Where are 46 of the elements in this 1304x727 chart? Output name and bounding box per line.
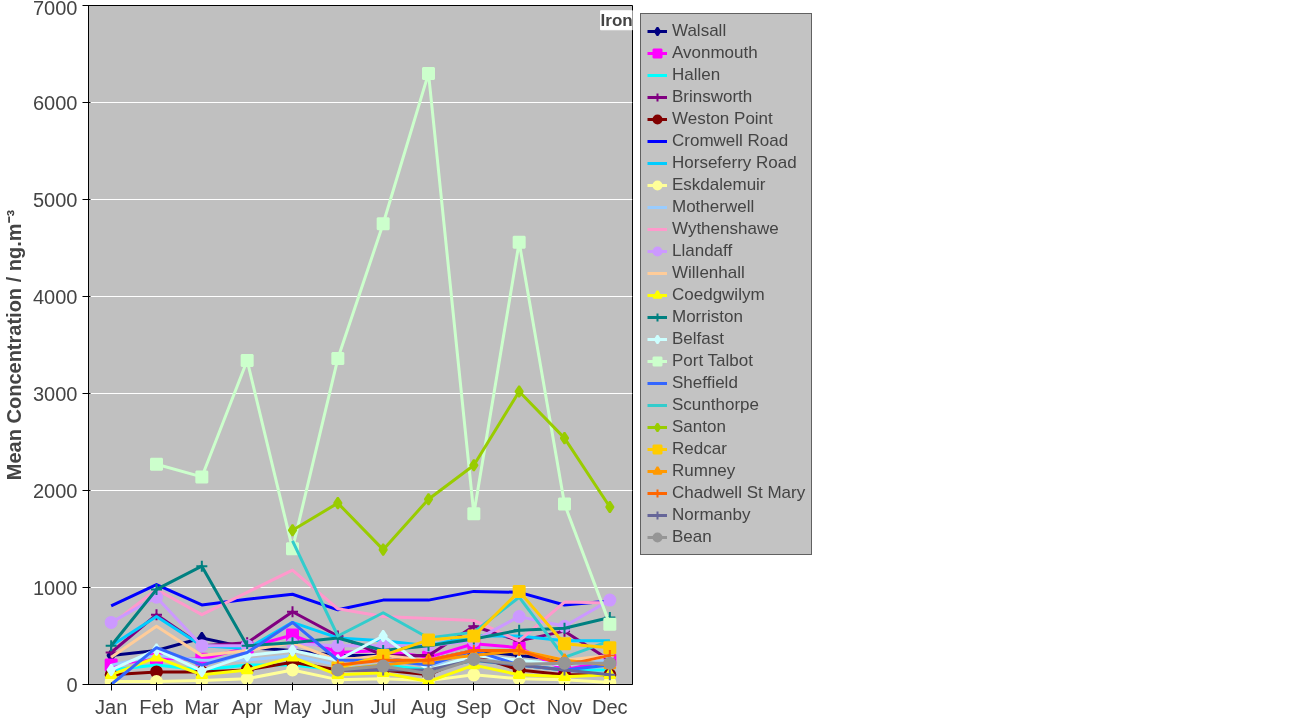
legend-label: Sheffield — [672, 372, 738, 394]
y-tick-label: 3000 — [33, 382, 78, 405]
legend-label: Willenhall — [672, 262, 745, 284]
x-tick-label: Feb — [139, 695, 174, 718]
y-axis-title: Mean Concentration / ng.m⁻³ — [3, 209, 26, 481]
y-tick-label: 6000 — [33, 91, 78, 114]
legend-label: Port Talbot — [672, 350, 753, 372]
legend-label: Bean — [672, 526, 712, 548]
x-tick-label: Apr — [231, 695, 264, 718]
y-tick-label: 0 — [66, 673, 78, 696]
legend-label: Belfast — [672, 328, 724, 350]
legend-label: Cromwell Road — [672, 130, 789, 152]
legend-label: Avonmouth — [672, 42, 758, 64]
legend-label: Walsall — [672, 20, 727, 42]
legend-label: Brinsworth — [672, 86, 753, 108]
legend-label: Rumney — [672, 460, 736, 482]
legend-label: Coedgwilym — [672, 284, 765, 306]
legend-label: Motherwell — [672, 196, 755, 218]
legend-label: Chadwell St Mary — [672, 482, 806, 504]
legend-label: Llandaff — [672, 240, 733, 262]
legend-label: Redcar — [672, 438, 727, 460]
x-tick-label: May — [273, 695, 312, 718]
legend-label: Eskdalemuir — [672, 174, 766, 196]
legend-label: Hallen — [672, 64, 721, 86]
x-tick-label: Aug — [410, 695, 447, 718]
x-tick-label: Dec — [592, 695, 628, 718]
y-tick-label: 5000 — [33, 188, 78, 211]
legend-label: Normanby — [672, 504, 751, 526]
legend-label: Wythenshawe — [672, 218, 779, 240]
y-tick-label: 7000 — [33, 0, 78, 19]
annotation: Iron — [600, 10, 633, 30]
legend-label: Scunthorpe — [672, 394, 759, 416]
x-tick-label: Jan — [95, 695, 128, 718]
legend-label: Santon — [672, 416, 726, 438]
x-tick-label: Nov — [546, 695, 583, 718]
x-tick-label: Sep — [456, 695, 492, 718]
legend-label: Horseferry Road — [672, 152, 797, 174]
x-tick-label: Oct — [503, 695, 536, 718]
y-tick-label: 1000 — [33, 576, 78, 599]
x-tick-label: Mar — [184, 695, 220, 718]
legend-label: Morriston — [672, 306, 743, 328]
legend-label: Weston Point — [672, 108, 773, 130]
x-tick-label: Jun — [321, 695, 354, 718]
y-tick-label: 2000 — [33, 479, 78, 502]
x-tick-label: Jul — [370, 695, 396, 718]
y-tick-label: 4000 — [33, 285, 78, 308]
